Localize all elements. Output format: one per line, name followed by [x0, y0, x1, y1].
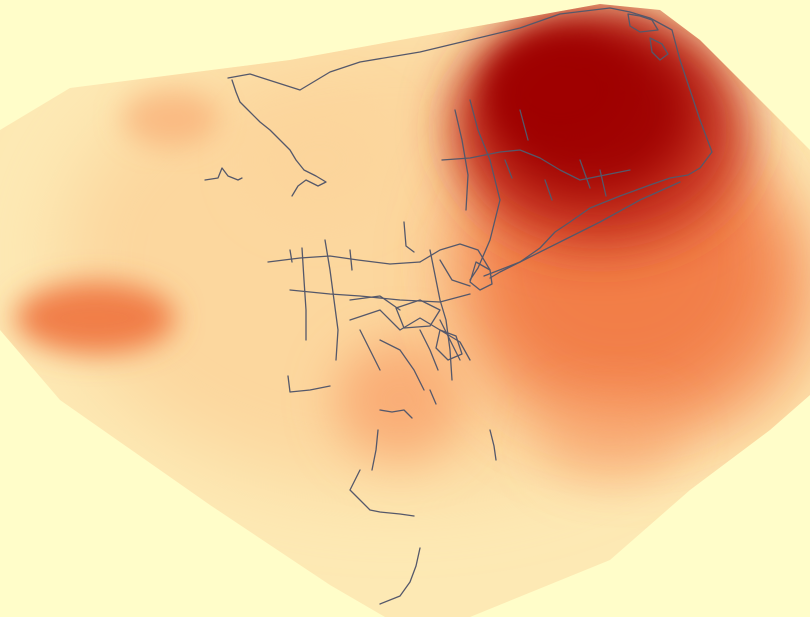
network-south-spur-2 [371, 409, 413, 471]
heat-northeast-peak [490, 35, 630, 145]
network-central-north-stubs [289, 221, 415, 271]
network-central-vertical-2 [301, 247, 307, 341]
network-harbor [627, 13, 669, 61]
network-central-vertical-1 [324, 239, 339, 361]
network-south-spur-5 [429, 389, 497, 461]
heat-central-north [250, 105, 390, 215]
network-nw-branch [231, 79, 327, 197]
network-central-east [419, 243, 491, 287]
heat-southeast [540, 395, 680, 485]
network-nw-stub [204, 167, 243, 181]
network-central-mesh [349, 295, 471, 391]
network-coast-line [227, 7, 713, 279]
network-south-spur-4 [379, 547, 421, 605]
network-central-loops [395, 299, 463, 361]
network-lines [204, 7, 713, 605]
network-ne-trunk [469, 99, 501, 281]
heat-northwest-patch [122, 90, 218, 146]
heat-west-cluster [15, 282, 175, 354]
network-ne-diagonal [483, 181, 681, 277]
heat-central-south [335, 340, 465, 460]
network-south-spur-3 [349, 469, 415, 517]
network-central-horizontal-1 [267, 255, 421, 265]
network-central-vertical-3 [429, 249, 453, 381]
network-ne-branch-2 [454, 109, 607, 211]
network-ne-branch-1 [441, 149, 631, 181]
network-south-spur-1 [287, 375, 331, 393]
network-central-horizontal-2 [289, 289, 471, 303]
network-ne-loop [469, 261, 493, 291]
